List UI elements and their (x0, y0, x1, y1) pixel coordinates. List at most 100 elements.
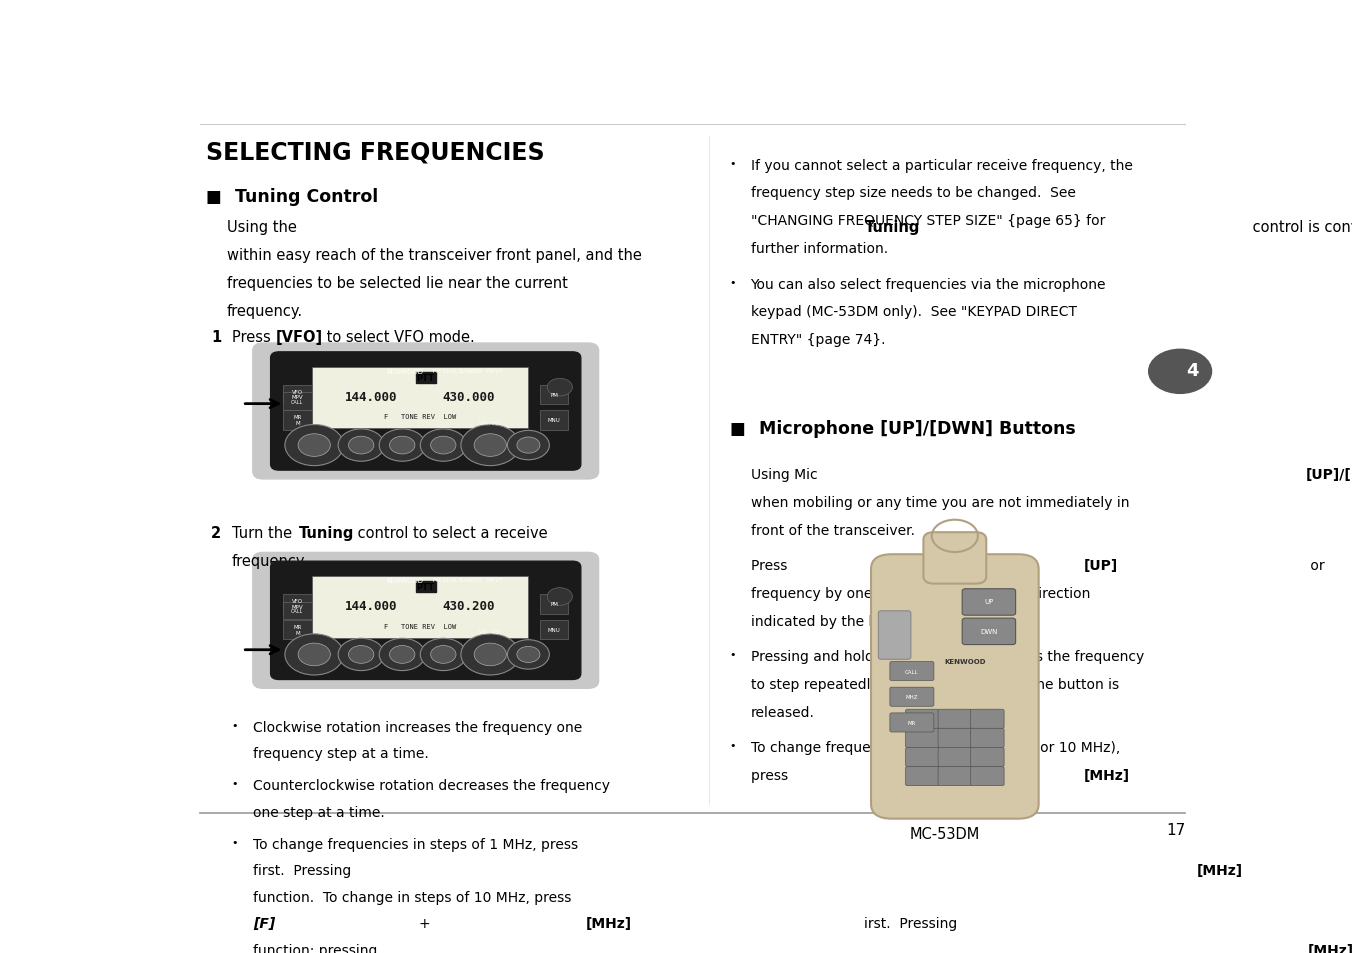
Circle shape (1149, 350, 1211, 394)
Text: DWN: DWN (980, 628, 998, 634)
Circle shape (475, 435, 507, 456)
Text: VFO
MPV: VFO MPV (292, 598, 303, 609)
Text: 1: 1 (211, 330, 222, 345)
Circle shape (475, 643, 507, 666)
FancyBboxPatch shape (890, 713, 934, 732)
Text: irst.  Pressing: irst. Pressing (864, 917, 961, 930)
FancyBboxPatch shape (253, 553, 599, 689)
Text: •: • (233, 720, 238, 730)
Circle shape (548, 588, 572, 606)
Text: •: • (730, 277, 735, 287)
Text: FM DUAL BANDER  TM-V7: FM DUAL BANDER TM-V7 (433, 369, 503, 374)
Text: VOL▷SQL: VOL▷SQL (479, 629, 502, 634)
Text: Using the: Using the (227, 220, 301, 235)
FancyBboxPatch shape (312, 577, 527, 639)
FancyBboxPatch shape (539, 620, 568, 639)
Circle shape (507, 431, 549, 460)
Text: [MHz]: [MHz] (1084, 768, 1130, 782)
Text: CALL: CALL (291, 399, 303, 404)
Text: Microphone [UP]/[DWN] Buttons: Microphone [UP]/[DWN] Buttons (758, 419, 1076, 437)
Circle shape (285, 425, 343, 466)
FancyBboxPatch shape (906, 748, 940, 767)
Text: or: or (1306, 558, 1329, 573)
Text: •: • (730, 649, 735, 659)
FancyBboxPatch shape (938, 728, 972, 748)
Text: CALL: CALL (904, 669, 918, 674)
Text: one step at a time.: one step at a time. (253, 805, 384, 819)
Text: PM: PM (550, 393, 558, 397)
Text: VOL▷SQL: VOL▷SQL (479, 420, 502, 425)
Text: frequency by one frequency step in the direction: frequency by one frequency step in the d… (750, 586, 1090, 600)
Circle shape (461, 425, 519, 466)
Text: •: • (730, 158, 735, 169)
Text: MC-53DM: MC-53DM (910, 826, 979, 841)
Text: MHZ: MHZ (906, 695, 918, 700)
Text: MR
M: MR M (293, 624, 301, 635)
Text: MR: MR (907, 720, 917, 725)
FancyBboxPatch shape (906, 709, 940, 728)
Text: F   TONE REV  LOW: F TONE REV LOW (384, 414, 456, 420)
Circle shape (507, 640, 549, 669)
Text: frequency.: frequency. (227, 304, 303, 318)
Text: [F]: [F] (253, 917, 274, 930)
Text: Turn the: Turn the (233, 525, 296, 540)
Circle shape (297, 643, 330, 666)
Circle shape (349, 436, 375, 455)
Text: PM: PM (550, 601, 558, 606)
Text: [MHz]: [MHz] (1307, 943, 1352, 953)
FancyBboxPatch shape (971, 728, 1005, 748)
FancyBboxPatch shape (253, 344, 599, 479)
Text: Tuning Control: Tuning Control (235, 188, 379, 206)
FancyBboxPatch shape (539, 411, 568, 431)
Text: first.  Pressing: first. Pressing (253, 863, 356, 878)
Circle shape (297, 435, 330, 456)
Text: Using Mic: Using Mic (750, 467, 822, 481)
FancyBboxPatch shape (963, 618, 1015, 645)
FancyBboxPatch shape (938, 709, 972, 728)
Text: ■: ■ (206, 188, 222, 206)
Text: 144.000: 144.000 (345, 599, 397, 613)
Text: 17: 17 (1167, 822, 1186, 838)
Text: Tuning: Tuning (299, 525, 354, 540)
Text: Clockwise rotation increases the frequency one: Clockwise rotation increases the frequen… (253, 720, 583, 734)
FancyBboxPatch shape (283, 411, 311, 431)
FancyBboxPatch shape (906, 767, 940, 786)
Text: F   TONE REV  LOW: F TONE REV LOW (384, 623, 456, 629)
Text: PTT: PTT (416, 582, 435, 592)
Circle shape (420, 639, 466, 671)
Text: +: + (419, 917, 439, 930)
FancyBboxPatch shape (270, 561, 581, 679)
Text: Pressing and holding either button causes the frequency: Pressing and holding either button cause… (750, 649, 1144, 663)
Text: CALL: CALL (291, 608, 303, 614)
Text: Press: Press (750, 558, 791, 573)
Text: •: • (233, 837, 238, 847)
Text: [UP]: [UP] (1084, 558, 1118, 573)
Text: 4: 4 (1187, 361, 1199, 379)
Text: UP: UP (984, 598, 994, 604)
Circle shape (461, 634, 519, 676)
Text: FM DUAL BANDER  TM-V7: FM DUAL BANDER TM-V7 (433, 578, 503, 582)
Text: KENWOOD: KENWOOD (387, 368, 423, 375)
FancyBboxPatch shape (879, 611, 911, 659)
Text: KENWOOD: KENWOOD (945, 659, 986, 664)
Text: PTT: PTT (416, 374, 435, 382)
FancyBboxPatch shape (270, 353, 581, 471)
Text: MR
M: MR M (293, 415, 301, 426)
FancyBboxPatch shape (938, 748, 972, 767)
Text: 430.200: 430.200 (442, 599, 495, 613)
Text: Press: Press (233, 330, 276, 345)
Text: 144.000: 144.000 (345, 391, 397, 403)
Text: further information.: further information. (750, 242, 888, 256)
FancyBboxPatch shape (283, 393, 311, 411)
FancyBboxPatch shape (539, 595, 568, 614)
Circle shape (431, 436, 456, 455)
Circle shape (285, 634, 343, 676)
Text: Counterclockwise rotation decreases the frequency: Counterclockwise rotation decreases the … (253, 779, 610, 793)
Circle shape (516, 437, 539, 454)
Text: [MHz]: [MHz] (585, 917, 633, 930)
FancyBboxPatch shape (971, 767, 1005, 786)
Circle shape (548, 379, 572, 396)
Text: Tuning: Tuning (865, 220, 921, 235)
FancyBboxPatch shape (283, 385, 311, 405)
Text: function; pressing: function; pressing (253, 943, 381, 953)
